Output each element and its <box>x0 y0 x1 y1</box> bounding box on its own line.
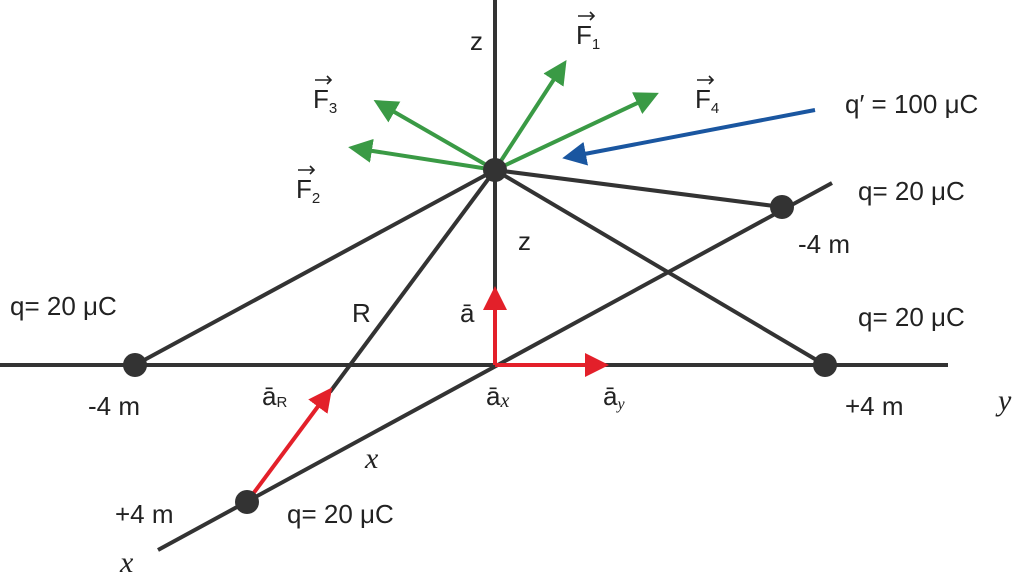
position-label: -4 m <box>798 229 850 259</box>
symbol: F <box>695 84 711 114</box>
axes <box>0 0 948 552</box>
symbol: F <box>296 174 312 204</box>
force-label: F4 <box>695 84 719 117</box>
axis-label: x <box>364 442 379 475</box>
unit-vector-label: āy <box>603 381 625 413</box>
symbol: F <box>576 20 592 50</box>
unit-vector-label: ā <box>460 298 475 328</box>
unit-vector-label: āx <box>486 381 509 412</box>
symbol: F <box>313 84 329 114</box>
subscript: 4 <box>711 100 719 117</box>
axis-label: z <box>518 226 531 256</box>
vector-marks <box>298 11 715 175</box>
force-label: F1 <box>576 20 600 53</box>
unit-vector-arrows <box>245 286 609 504</box>
charge-label: q= 20 μC <box>287 499 394 529</box>
axis-label: z <box>470 26 483 56</box>
subscript: y <box>615 396 625 413</box>
axis-label: x <box>119 546 134 574</box>
force-label: F3 <box>313 84 337 117</box>
charge-label: q= 20 μC <box>858 302 965 332</box>
subscript: x <box>499 390 509 412</box>
position-label: -4 m <box>88 391 140 421</box>
position-label: +4 m <box>115 499 174 529</box>
force-label: F2 <box>296 174 320 207</box>
connection-lines <box>134 168 827 394</box>
charge-label: q= 20 μC <box>10 291 117 321</box>
axis-label: y <box>995 384 1012 417</box>
unit-vector-label: āR <box>262 381 287 411</box>
subscript: 3 <box>329 100 337 117</box>
subscript: R <box>276 394 287 411</box>
subscript: 1 <box>592 36 600 53</box>
symbol: ā <box>486 381 501 411</box>
force-arrows <box>348 59 816 172</box>
symbol: ā <box>262 381 277 411</box>
symbol: ā <box>603 381 618 411</box>
distance-label: R <box>352 298 371 328</box>
charges <box>123 158 837 514</box>
charge-label: q= 20 μC <box>858 176 965 206</box>
position-label: +4 m <box>845 391 904 421</box>
subscript: 2 <box>312 190 320 207</box>
charge-label: q′ = 100 μC <box>845 89 978 119</box>
